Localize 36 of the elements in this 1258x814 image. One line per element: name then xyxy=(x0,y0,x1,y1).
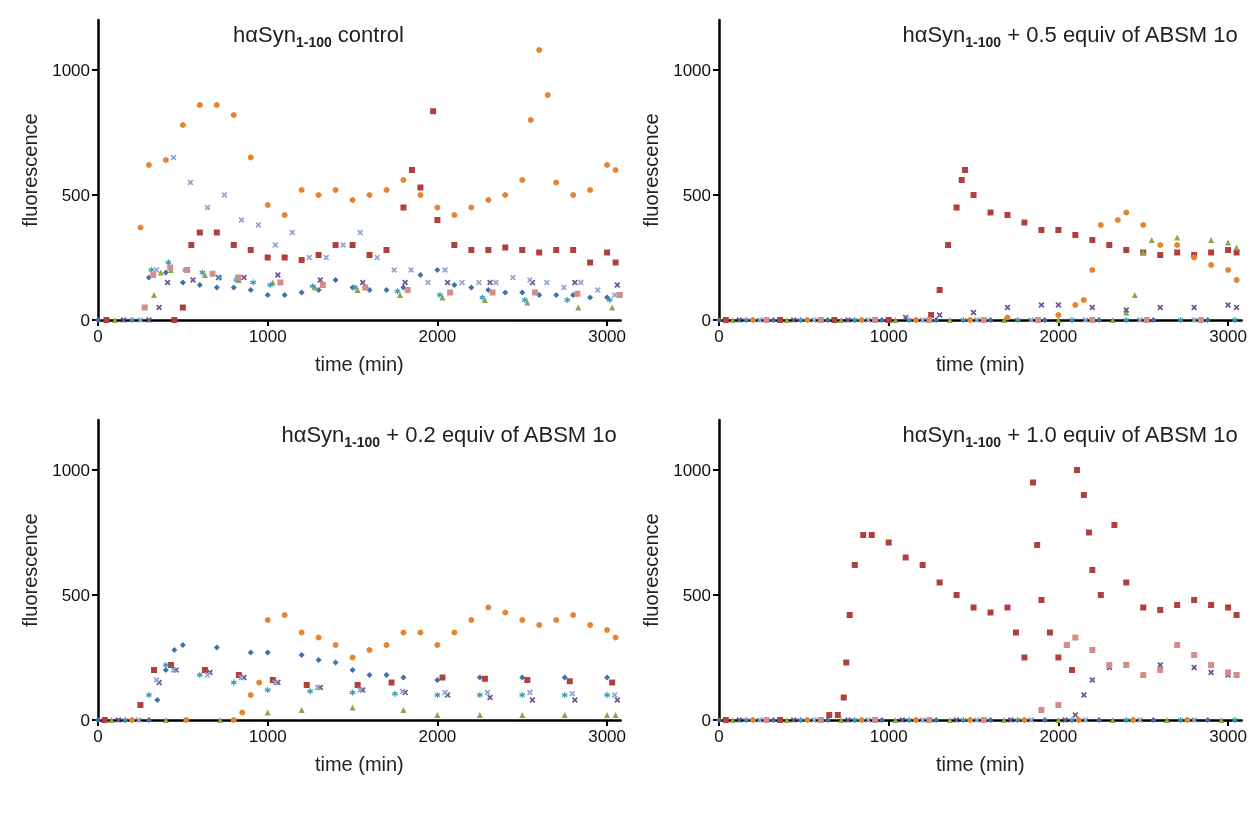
x-tick-label: 3000 xyxy=(1209,327,1247,346)
y-tick-label: 500 xyxy=(61,185,90,205)
x-tick-label: 3000 xyxy=(588,327,626,346)
y-tick-label: 1000 xyxy=(52,460,90,480)
x-tick-label: 2000 xyxy=(418,327,457,346)
y-tick-label: 0 xyxy=(701,310,711,330)
y-tick-label: 0 xyxy=(701,710,711,730)
y-tick-label: 1000 xyxy=(673,60,711,80)
x-axis-title: time (min) xyxy=(935,753,1025,775)
x-tick-label: 0 xyxy=(93,727,103,746)
x-tick-label: 1000 xyxy=(869,327,908,346)
x-tick-label: 1000 xyxy=(248,327,287,346)
x-tick-label: 3000 xyxy=(1209,727,1247,746)
y-tick-label: 1000 xyxy=(673,460,711,480)
x-tick-label: 0 xyxy=(93,327,103,346)
y-tick-label: 0 xyxy=(80,710,90,730)
y-tick-label: 500 xyxy=(61,585,90,605)
x-tick-label: 2000 xyxy=(1039,327,1078,346)
x-axis-title: time (min) xyxy=(314,353,404,375)
x-tick-label: 2000 xyxy=(418,727,457,746)
y-tick-label: 0 xyxy=(80,310,90,330)
x-tick-label: 1000 xyxy=(248,727,287,746)
y-tick-label: 500 xyxy=(682,585,711,605)
x-tick-label: 2000 xyxy=(1039,727,1078,746)
y-axis-title: fluorescence xyxy=(19,513,41,627)
x-tick-label: 3000 xyxy=(588,727,626,746)
y-axis-title: fluorescence xyxy=(640,113,662,227)
x-tick-label: 1000 xyxy=(869,727,908,746)
x-axis-title: time (min) xyxy=(935,353,1025,375)
x-tick-label: 0 xyxy=(714,727,724,746)
y-axis-title: fluorescence xyxy=(19,113,41,227)
x-axis-title: time (min) xyxy=(314,753,404,775)
y-tick-label: 1000 xyxy=(52,60,90,80)
x-tick-label: 0 xyxy=(714,327,724,346)
y-axis-title: fluorescence xyxy=(640,513,662,627)
y-tick-label: 500 xyxy=(682,185,711,205)
